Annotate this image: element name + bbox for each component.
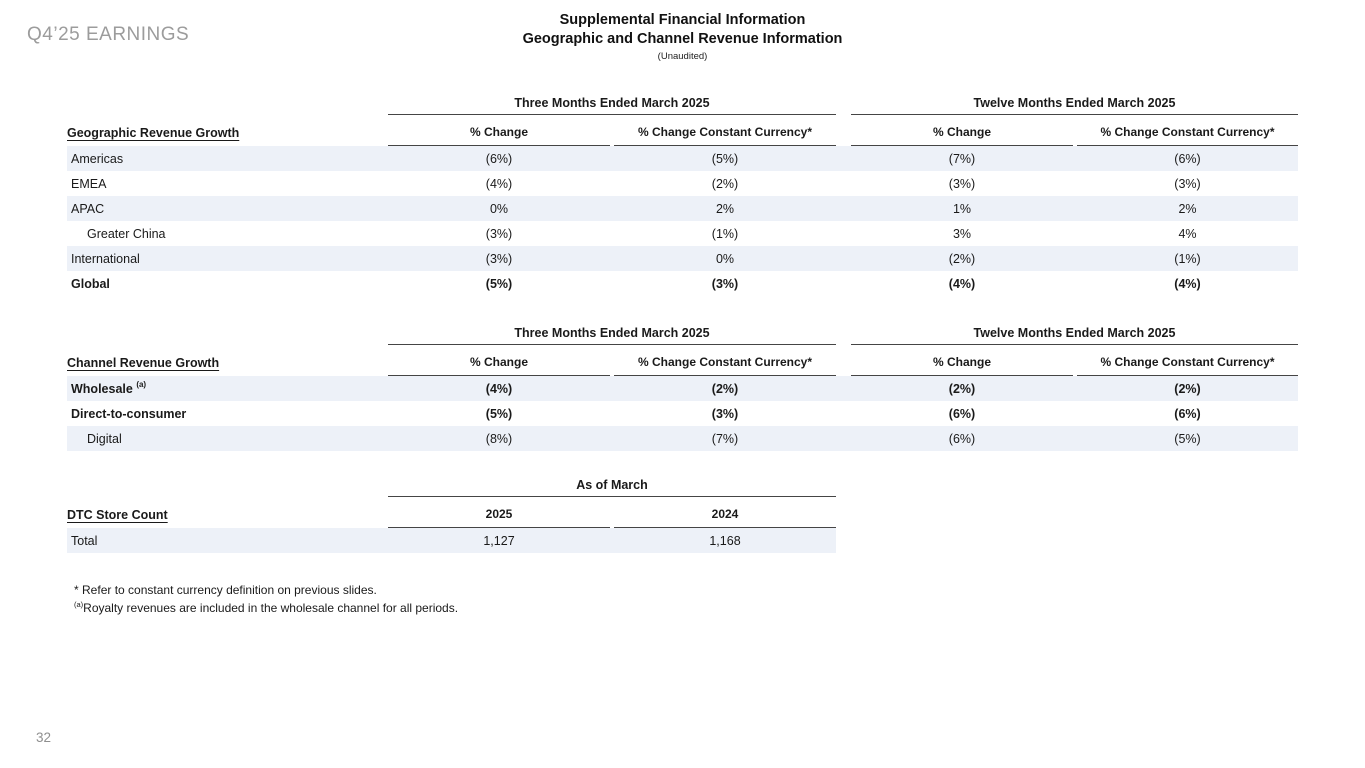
cell-value: (3%) — [485, 251, 513, 266]
footnote-constant-currency: * Refer to constant currency definition … — [74, 583, 377, 597]
row-label: APAC — [71, 201, 105, 216]
channel-group-header-3mo: Three Months Ended March 2025 — [388, 326, 836, 345]
table-row-digital: Digital (8%) (7%) (6%) (5%) — [67, 426, 1298, 451]
cell-value: (3%) — [948, 176, 976, 191]
cell-value: (3%) — [485, 226, 513, 241]
table-row-wholesale: Wholesale (a) (4%) (2%) (2%) (2%) — [67, 376, 1298, 401]
geo-colhdr-cc-12mo: % Change Constant Currency* — [1077, 125, 1298, 146]
cell-value: (2%) — [711, 381, 739, 396]
row-label: Wholesale (a) — [71, 379, 147, 397]
row-label: International — [71, 251, 140, 266]
channel-colhdr-change-12mo: % Change — [851, 355, 1073, 376]
footnote-royalty: (a)Royalty revenues are included in the … — [74, 599, 459, 615]
cell-value: (6%) — [948, 406, 976, 421]
table-row-direct-to-consumer: Direct-to-consumer (5%) (3%) (6%) (6%) — [67, 401, 1298, 426]
row-label: Global — [71, 276, 110, 291]
cell-value: (2%) — [711, 176, 739, 191]
row-label: Americas — [71, 151, 124, 166]
dtc-store-count-table: As of March DTC Store Count 2025 2024 To… — [67, 476, 836, 553]
cell-value: (6%) — [948, 431, 976, 446]
cell-value: (1%) — [1174, 251, 1201, 266]
channel-revenue-table: Three Months Ended March 2025 Twelve Mon… — [67, 324, 1298, 451]
store-column-header-row: DTC Store Count 2025 2024 — [67, 497, 836, 528]
cell-value: (5%) — [485, 276, 513, 291]
row-label: Total — [71, 533, 98, 548]
channel-colhdr-cc-3mo: % Change Constant Currency* — [614, 355, 836, 376]
geo-group-header-3mo: Three Months Ended March 2025 — [388, 96, 836, 115]
slide-title-block: Supplemental Financial Information Geogr… — [0, 11, 1365, 62]
channel-colhdr-change-3mo: % Change — [388, 355, 610, 376]
footnotes: * Refer to constant currency definition … — [74, 583, 458, 615]
row-label: EMEA — [71, 176, 107, 191]
store-table-title: DTC Store Count — [67, 508, 168, 522]
slide-title-line2: Geographic and Channel Revenue Informati… — [522, 31, 843, 47]
cell-value: (3%) — [711, 406, 739, 421]
channel-colhdr-cc-12mo: % Change Constant Currency* — [1077, 355, 1298, 376]
table-row-apac: APAC 0% 2% 1% 2% — [67, 196, 1298, 221]
cell-value: (3%) — [1174, 176, 1201, 191]
table-row-international: International (3%) 0% (2%) (1%) — [67, 246, 1298, 271]
cell-value: (7%) — [711, 431, 739, 446]
cell-value: (4%) — [948, 276, 976, 291]
geo-table-title: Geographic Revenue Growth — [67, 126, 240, 140]
cell-value: 2% — [1178, 201, 1197, 216]
earnings-eyebrow: Q4’25 EARNINGS — [27, 24, 190, 45]
cell-value: (4%) — [1174, 276, 1201, 291]
unaudited-note: (Unaudited) — [657, 51, 708, 62]
cell-value: (4%) — [485, 176, 513, 191]
store-colhdr-2025: 2025 — [388, 507, 610, 528]
cell-value: (5%) — [711, 151, 739, 166]
cell-value: 1,168 — [709, 533, 741, 548]
cell-value: (6%) — [1174, 406, 1201, 421]
cell-value: (2%) — [948, 381, 976, 396]
cell-value: 1% — [952, 201, 972, 216]
store-colhdr-2024: 2024 — [614, 507, 836, 528]
table-row-emea: EMEA (4%) (2%) (3%) (3%) — [67, 171, 1298, 196]
cell-value: (3%) — [711, 276, 739, 291]
cell-value: 4% — [1178, 226, 1197, 241]
geo-colhdr-cc-3mo: % Change Constant Currency* — [614, 125, 836, 146]
row-label: Digital — [87, 431, 122, 446]
row-label: Direct-to-consumer — [71, 406, 187, 421]
cell-value: 0% — [489, 201, 509, 216]
channel-column-header-row: Channel Revenue Growth % Change % Change… — [67, 345, 1298, 376]
cell-value: (2%) — [948, 251, 976, 266]
row-label: Greater China — [87, 226, 166, 241]
cell-value: (7%) — [948, 151, 976, 166]
cell-value: (6%) — [1174, 151, 1201, 166]
table-row-greater-china: Greater China (3%) (1%) 3% 4% — [67, 221, 1298, 246]
channel-group-header-row: Three Months Ended March 2025 Twelve Mon… — [67, 324, 1298, 345]
slide-title-line1: Supplemental Financial Information — [559, 12, 806, 28]
table-row-total-stores: Total 1,127 1,168 — [67, 528, 836, 553]
cell-value: (4%) — [485, 381, 513, 396]
geo-group-header-12mo: Twelve Months Ended March 2025 — [851, 96, 1298, 115]
cell-value: 0% — [715, 251, 735, 266]
geographic-revenue-table: Three Months Ended March 2025 Twelve Mon… — [67, 94, 1298, 296]
geo-group-header-row: Three Months Ended March 2025 Twelve Mon… — [67, 94, 1298, 115]
cell-value: (8%) — [485, 431, 513, 446]
geo-colhdr-change-12mo: % Change — [851, 125, 1073, 146]
table-row-global: Global (5%) (3%) (4%) (4%) — [67, 271, 1298, 296]
page-number: 32 — [36, 730, 52, 745]
cell-value: (5%) — [485, 406, 513, 421]
geo-column-header-row: Geographic Revenue Growth % Change % Cha… — [67, 115, 1298, 146]
cell-value: (2%) — [1174, 381, 1201, 396]
geo-colhdr-change-3mo: % Change — [388, 125, 610, 146]
store-group-header: As of March — [388, 478, 836, 497]
cell-value: (1%) — [711, 226, 739, 241]
store-group-header-row: As of March — [67, 476, 836, 497]
channel-table-title: Channel Revenue Growth — [67, 356, 220, 370]
cell-value: (5%) — [1174, 431, 1201, 446]
footnote-marker-a: (a) — [136, 379, 147, 389]
cell-value: 1,127 — [483, 533, 515, 548]
cell-value: 3% — [952, 226, 972, 241]
cell-value: (6%) — [485, 151, 513, 166]
table-row-americas: Americas (6%) (5%) (7%) (6%) — [67, 146, 1298, 171]
cell-value: 2% — [715, 201, 735, 216]
channel-group-header-12mo: Twelve Months Ended March 2025 — [851, 326, 1298, 345]
